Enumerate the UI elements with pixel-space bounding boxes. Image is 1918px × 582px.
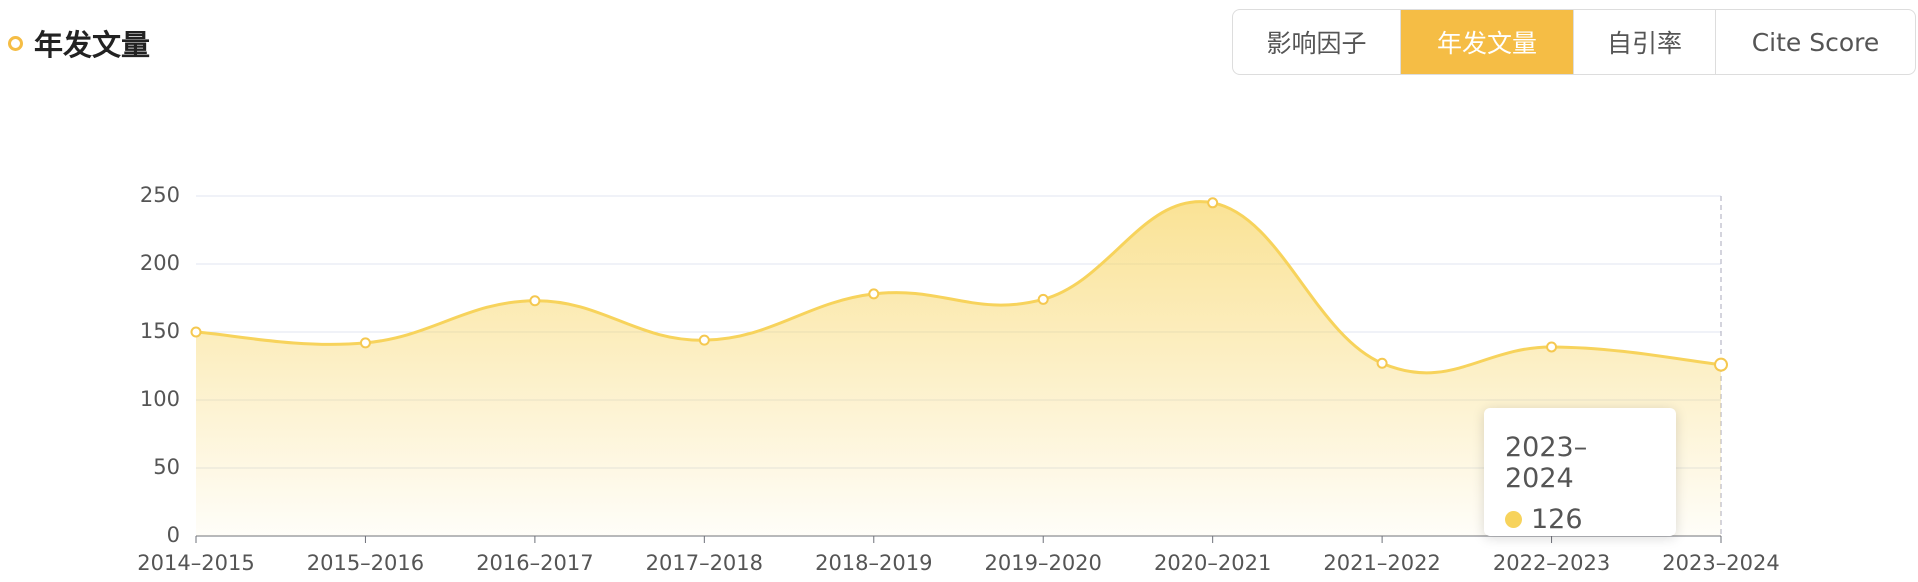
x-tick-label: 2015–2016 [307,551,424,575]
x-tick-label: 2018–2019 [815,551,932,575]
point [190,326,202,338]
x-tick-label: 2020–2021 [1154,551,1271,575]
point [1376,357,1388,369]
tab[interactable]: 影响因子 [1266,29,1367,58]
tab[interactable]: 自引率 [1573,10,1715,74]
title-icon [8,36,23,51]
point [868,288,880,300]
y-tick-label: 200 [140,251,180,275]
x-tick-label: 2019–2020 [985,551,1102,575]
area [196,201,1721,536]
tab-bar: 影响因子 年发文量 自引率 Cite Score [1232,9,1916,75]
point [1207,197,1219,209]
line [195,200,1722,375]
y-tick-label: 0 [167,523,180,547]
y-tick-label: 100 [140,387,180,411]
tooltip-value: 126 [1531,504,1583,535]
tooltip-swatch [1505,511,1522,528]
point [1714,357,1728,372]
x-tick-label: 2022–2023 [1493,551,1610,575]
point [359,337,371,349]
point [698,334,710,346]
y-tick-label: 150 [140,319,180,343]
x-tick-label: 2023–2024 [1662,551,1779,575]
tab[interactable]: 年发文量 [1400,10,1573,74]
x-tick-label: 2017–2018 [646,551,763,575]
y-tick-label: 50 [153,455,180,479]
tooltip-title: 2023–2024 [1505,432,1588,494]
tab[interactable]: Cite Score [1715,10,1915,74]
x-tick-label: 2016–2017 [476,551,593,575]
tooltip: 2023–2024 126 [1484,408,1676,536]
tooltip-row: 126 [1505,504,1655,535]
point [529,295,541,307]
x-tick-label: 2014–2015 [137,551,254,575]
point [1546,341,1558,353]
point [1037,293,1049,305]
section-title: 年发文量 [34,28,151,62]
y-tick-label: 250 [140,183,180,207]
x-tick-label: 2021–2022 [1323,551,1440,575]
